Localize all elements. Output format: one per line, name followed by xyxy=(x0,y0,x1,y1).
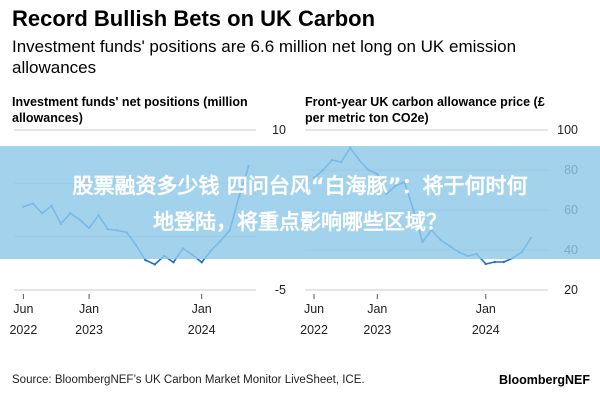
chart-title: Record Bullish Bets on UK Carbon xyxy=(12,6,376,31)
banner-text-line2: 地登陆，将重点影响哪些区域？ xyxy=(153,210,447,234)
data-point xyxy=(144,258,147,262)
data-point xyxy=(502,260,505,264)
x-tick-label-year: 2022 xyxy=(9,323,37,337)
x-tick-label-month: Jun xyxy=(13,302,33,316)
carbon-price-panel-title: Front-year UK carbon allowance price (£ … xyxy=(305,95,545,125)
banner-text-line1: 股票融资多少钱 四问台风“白海豚”：将于何时何 xyxy=(72,174,528,198)
x-tick-label-month: Jan xyxy=(192,302,212,316)
overlay-banner xyxy=(0,146,600,259)
x-tick-label-month: Jan xyxy=(476,302,496,316)
chart-subtitle: Investment funds' positions are 6.6 mill… xyxy=(12,37,517,77)
x-tick-label-year: 2024 xyxy=(188,323,216,337)
data-point xyxy=(172,261,175,264)
x-tick-label-year: 2022 xyxy=(300,323,328,337)
net-positions-panel-title: Investment funds' net positions (million… xyxy=(12,95,248,125)
data-point xyxy=(153,263,156,266)
x-tick-label-year: 2024 xyxy=(472,323,500,337)
x-tick-label-month: Jun xyxy=(304,302,324,316)
data-point xyxy=(484,262,487,266)
y-tick-label: 100 xyxy=(557,123,578,137)
y-tick-label: -5 xyxy=(275,283,286,297)
y-tick-label: 10 xyxy=(272,123,286,137)
x-tick-label-year: 2023 xyxy=(363,323,391,337)
y-tick-label: 20 xyxy=(564,283,578,297)
data-point xyxy=(493,260,496,264)
brand-logo: BloombergNEF xyxy=(499,373,590,387)
x-tick-label-month: Jan xyxy=(367,302,387,316)
x-tick-label-year: 2023 xyxy=(75,323,103,337)
source-note: Source: BloombergNEF’s UK Carbon Market … xyxy=(12,374,365,386)
data-point xyxy=(200,261,203,264)
x-tick-label-month: Jan xyxy=(79,302,99,316)
